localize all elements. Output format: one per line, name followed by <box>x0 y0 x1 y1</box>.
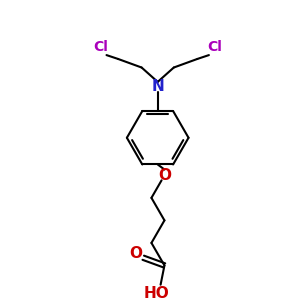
Text: N: N <box>151 79 164 94</box>
Text: O: O <box>129 246 142 261</box>
Text: Cl: Cl <box>93 40 108 54</box>
Text: Cl: Cl <box>207 40 222 54</box>
Text: HO: HO <box>144 286 170 300</box>
Text: O: O <box>158 168 171 183</box>
